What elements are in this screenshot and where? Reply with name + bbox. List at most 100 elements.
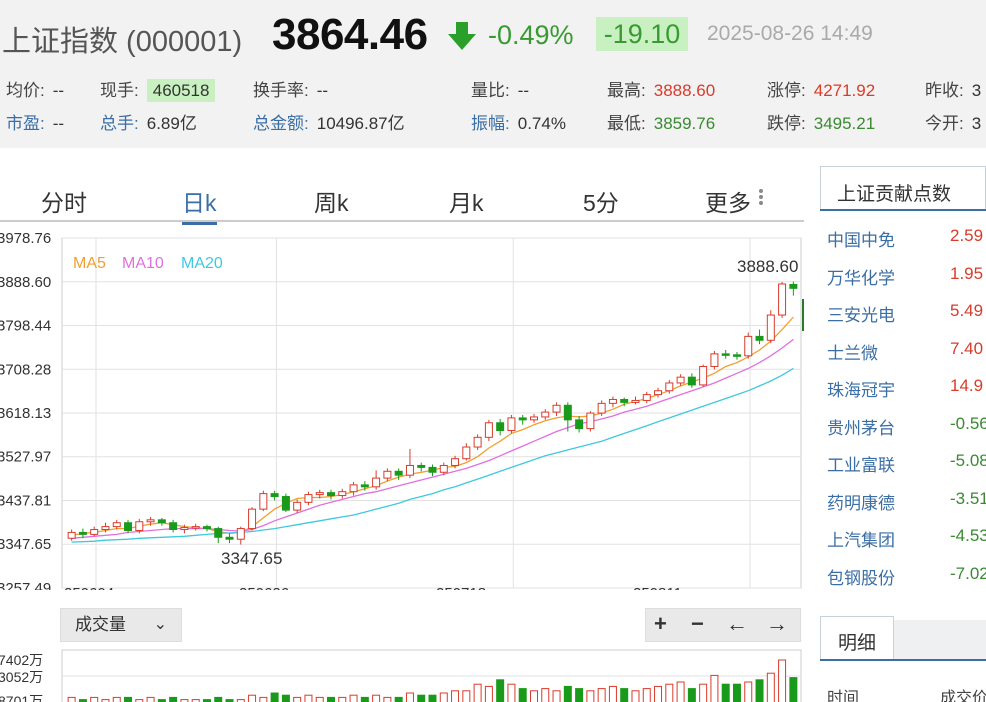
volume-bar — [428, 694, 437, 702]
candle-body — [473, 436, 482, 448]
candle-body — [631, 399, 640, 403]
candle-body — [281, 496, 290, 511]
volume-bar — [417, 694, 426, 702]
zoom-in-button[interactable]: + — [654, 611, 667, 636]
volume-bar — [439, 692, 448, 702]
tab-more[interactable]: 更多 — [705, 190, 751, 216]
edge-candle — [802, 299, 804, 331]
legend-ma20: MA20 — [181, 255, 223, 272]
y-tick-label: 3708.28 — [0, 361, 51, 378]
pan-left-button[interactable]: ← — [726, 611, 748, 636]
candle-body — [315, 492, 324, 496]
volume-chart[interactable]: 7402万 3052万 8701万 — [0, 648, 804, 702]
tab-intraday[interactable]: 分时 — [41, 190, 87, 216]
contribution-stock-name[interactable]: 工业富联 — [827, 456, 895, 475]
tab-daily[interactable]: 日k — [182, 184, 217, 225]
volume-bar — [462, 690, 471, 702]
indicator-select[interactable]: 成交量 ⌄ — [60, 608, 182, 642]
contribution-stock-name[interactable]: 上汽集团 — [827, 531, 895, 550]
contribution-tab[interactable]: 上证贡献点数 — [820, 166, 986, 210]
contribution-value: 14.9 — [950, 376, 984, 395]
chevron-down-icon: ⌄ — [153, 616, 167, 633]
stat-low: 最低: 3859.76 — [607, 114, 716, 133]
contribution-value: 2.59 — [950, 226, 984, 245]
low-marker-label: 3347.65 — [221, 549, 282, 568]
contribution-stock-name[interactable]: 珠海冠宇 — [827, 381, 895, 400]
candle-body — [214, 528, 223, 538]
tab-monthly[interactable]: 月k — [449, 190, 484, 216]
stat-pe[interactable]: 市盈: -- — [6, 114, 65, 133]
contribution-stock-name[interactable]: 万华化学 — [827, 268, 895, 288]
volume-bar — [112, 696, 121, 702]
stat-total-volume[interactable]: 总手: 6.89亿 — [100, 114, 197, 133]
volume-bar — [124, 696, 133, 702]
volume-bar — [642, 688, 651, 702]
candle-body — [248, 508, 257, 530]
more-dots-icon[interactable] — [758, 188, 764, 208]
detail-tab-bar — [894, 620, 986, 660]
volume-tick-3: 8701万 — [0, 693, 43, 702]
candle-body — [744, 335, 753, 357]
volume-bar — [135, 699, 144, 702]
volume-bar — [225, 699, 234, 702]
contribution-stock-name[interactable]: 士兰微 — [827, 343, 878, 363]
candle-body — [327, 492, 336, 497]
volume-bar — [552, 690, 561, 702]
volume-bar — [372, 694, 381, 702]
x-tick-label: 250604 — [64, 585, 114, 590]
pan-right-button[interactable]: → — [766, 611, 788, 636]
tab-weekly[interactable]: 周k — [314, 190, 349, 216]
contribution-value: 1.95 — [950, 263, 984, 283]
contribution-stock-name[interactable]: 三安光电 — [827, 306, 895, 325]
candle-body — [654, 390, 663, 396]
contribution-value: 5.49 — [950, 301, 984, 320]
detail-tab-underline — [820, 659, 986, 661]
volume-bar — [654, 685, 663, 702]
tab-5min[interactable]: 5分 — [583, 190, 619, 216]
volume-bar — [507, 683, 516, 702]
volume-bar — [744, 681, 753, 702]
candle-body — [755, 335, 764, 341]
contribution-stock-name[interactable]: 贵州茅台 — [827, 418, 895, 438]
candle-body — [259, 493, 268, 510]
detail-col-price: 成交价 — [940, 690, 986, 702]
candle-body — [586, 412, 595, 430]
stat-amplitude[interactable]: 振幅: 0.74% — [471, 114, 566, 133]
volume-bar — [778, 659, 787, 702]
candle-body — [620, 398, 629, 403]
volume-bar — [259, 696, 268, 702]
candle-body — [191, 526, 200, 529]
candle-body — [101, 526, 110, 531]
volume-bar — [518, 688, 527, 702]
y-tick-label: 3527.97 — [0, 449, 51, 466]
volume-bar — [169, 696, 178, 702]
volume-bar — [202, 699, 211, 702]
volume-bar — [349, 694, 358, 702]
detail-tab[interactable]: 明细 — [820, 616, 894, 660]
detail-col-time: 时间 — [827, 690, 860, 702]
kline-chart[interactable]: 3978.76 3888.60 3798.44 3708.28 3618.13 3527.… — [0, 230, 804, 590]
candle-body — [135, 521, 144, 531]
quote-timestamp: 2025-08-26 14:49 — [707, 22, 873, 45]
volume-bar — [597, 688, 606, 702]
contribution-stock-name[interactable]: 中国中免 — [827, 231, 895, 250]
index-title: 上证指数 (000001) — [2, 26, 243, 58]
high-marker-label: 3888.60 — [737, 257, 798, 276]
stat-total-amount[interactable]: 总金额: 10496.87亿 — [253, 114, 405, 133]
candle-body — [710, 353, 719, 367]
contribution-stock-name[interactable]: 包钢股份 — [827, 568, 895, 588]
contribution-value: 7.40 — [950, 338, 984, 358]
zoom-out-button[interactable]: − — [691, 611, 704, 636]
quote-header: 上证指数 (000001) 3864.46 -0.49% -19.10 2025… — [0, 0, 986, 148]
contribution-value: -0.56 — [950, 413, 986, 433]
stat-turnover-rate: 换手率: -- — [253, 81, 329, 100]
contribution-value: -5.08 — [950, 451, 986, 470]
volume-bar — [451, 690, 460, 702]
candle-body — [563, 404, 572, 421]
contribution-stock-name[interactable]: 药明康德 — [827, 493, 895, 513]
volume-bar — [236, 699, 245, 702]
volume-bar — [755, 679, 764, 702]
change-percent: -0.49% — [488, 20, 574, 50]
y-tick-label: 3978.76 — [0, 230, 51, 247]
volume-bar — [473, 683, 482, 702]
